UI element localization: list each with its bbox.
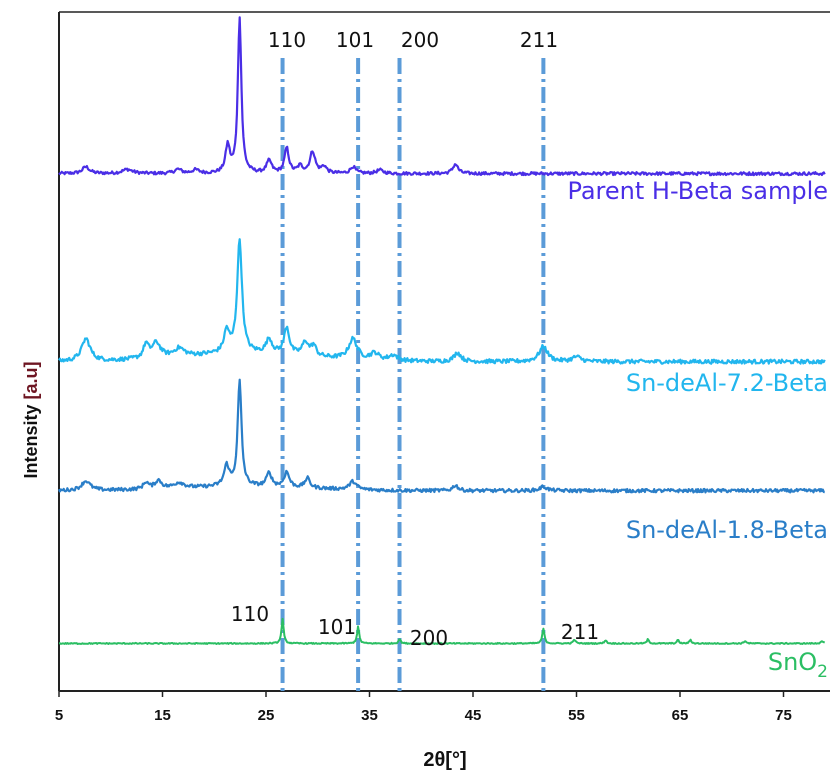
top-peak-label-200: 200 [401, 28, 439, 52]
top-peak-label-101: 101 [336, 28, 374, 52]
x-tick-label: 55 [568, 707, 585, 724]
x-tick-label: 45 [465, 707, 482, 724]
series-label-2: Sn-deAl-1.8-Beta [626, 516, 828, 544]
sno2-peak-label-101: 101 [318, 615, 356, 639]
series-group [57, 16, 826, 645]
series-label-text: SnO [768, 648, 817, 676]
series-label-0: Parent H-Beta sample [567, 177, 828, 205]
x-axis-title: 2θ[°] [423, 749, 466, 771]
series-label-subscript: 2 [817, 662, 828, 682]
series-line-3 [58, 617, 826, 645]
series-line-1 [58, 238, 826, 365]
x-tick-label: 65 [672, 707, 689, 724]
x-tick-label: 5 [55, 707, 63, 724]
series-label-text: Parent H-Beta sample [567, 177, 828, 205]
series-label-text: Sn-deAl-1.8-Beta [626, 516, 828, 544]
series-labels: Parent H-Beta sample Sn-deAl-7.2-Beta Sn-d… [567, 177, 828, 682]
series-label-1: Sn-deAl-7.2-Beta [626, 369, 828, 397]
y-axis-title-unit: [a.u] [21, 361, 41, 399]
y-axis-title: Intensity [a.u] [21, 361, 41, 478]
series-label-text: Sn-deAl-7.2-Beta [626, 369, 828, 397]
sno2-peak-label-200: 200 [410, 626, 448, 650]
top-peak-label-211: 211 [520, 28, 558, 52]
x-tick-label: 15 [154, 707, 171, 724]
series-label-3: SnO2 [768, 648, 828, 682]
series-line-2 [57, 378, 825, 494]
reference-lines [280, 58, 546, 691]
top-peak-label-110: 110 [268, 28, 306, 52]
x-tick-label: 25 [258, 707, 275, 724]
x-ticks: 5 15 25 35 45 55 65 75 [55, 691, 792, 724]
x-tick-label: 75 [775, 707, 792, 724]
sno2-peak-label-211: 211 [561, 620, 599, 644]
peak-labels: 110 101 200 211 110 101 200 211 [231, 28, 599, 650]
sno2-peak-label-110: 110 [231, 602, 269, 626]
x-tick-label: 35 [361, 707, 378, 724]
y-axis-title-main: Intensity [21, 399, 41, 478]
series-line-0 [58, 16, 826, 177]
